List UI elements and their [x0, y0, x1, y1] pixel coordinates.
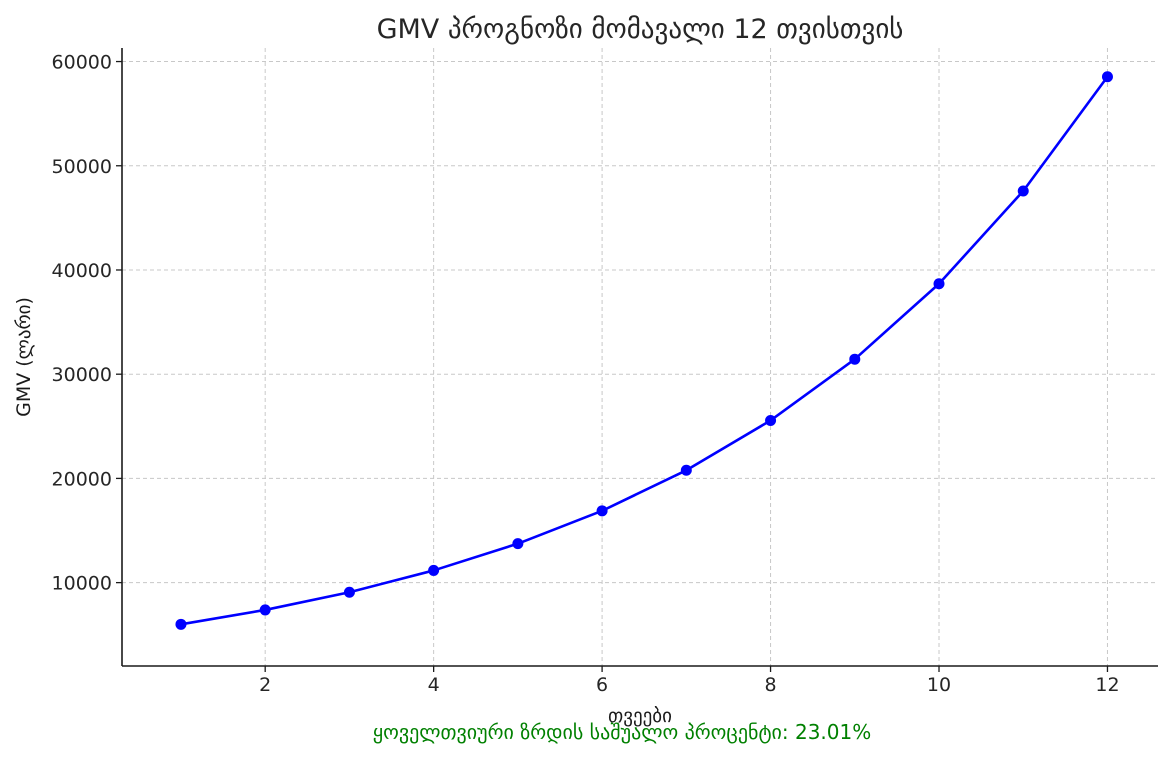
data-point — [512, 538, 524, 550]
chart-title: GMV პროგნოზი მომავალი 12 თვისთვის — [377, 14, 904, 45]
data-point — [1017, 185, 1029, 197]
data-point — [933, 278, 945, 290]
x-tick-label: 6 — [596, 674, 608, 696]
x-tick-label: 12 — [1095, 674, 1119, 696]
data-point — [428, 564, 440, 576]
data-point — [1101, 71, 1113, 83]
x-axis-label: თვეები — [608, 705, 672, 727]
data-point — [175, 618, 187, 630]
data-point — [343, 586, 355, 598]
data-point — [849, 353, 861, 365]
x-tick-label: 2 — [259, 674, 271, 696]
data-point — [259, 604, 271, 616]
data-point — [680, 464, 692, 476]
x-tick-label: 10 — [927, 674, 951, 696]
data-point — [596, 505, 608, 517]
y-axis-label: GMV (ლარი) — [13, 297, 35, 417]
x-tick-label: 8 — [765, 674, 777, 696]
axes — [121, 48, 1158, 667]
grid-lines — [122, 48, 1158, 666]
y-tick-label: 60000 — [52, 52, 112, 74]
tick-labels: 2 4 6 8 10 12 10000 20000 30000 40000 50000 60000 — [52, 52, 1120, 696]
growth-rate-annotation: ყოველთვიური ზრდის საშუალო პროცენტი: 23.0… — [373, 720, 871, 744]
y-tick-label: 30000 — [52, 364, 112, 386]
x-tick-label: 4 — [428, 674, 440, 696]
series-layer — [175, 71, 1113, 630]
y-tick-label: 40000 — [52, 260, 112, 282]
y-tick-label: 20000 — [52, 468, 112, 490]
y-tick-label: 10000 — [52, 573, 112, 595]
y-tick-label: 50000 — [52, 156, 112, 178]
series-line — [180, 75, 1109, 626]
data-point — [765, 414, 777, 426]
